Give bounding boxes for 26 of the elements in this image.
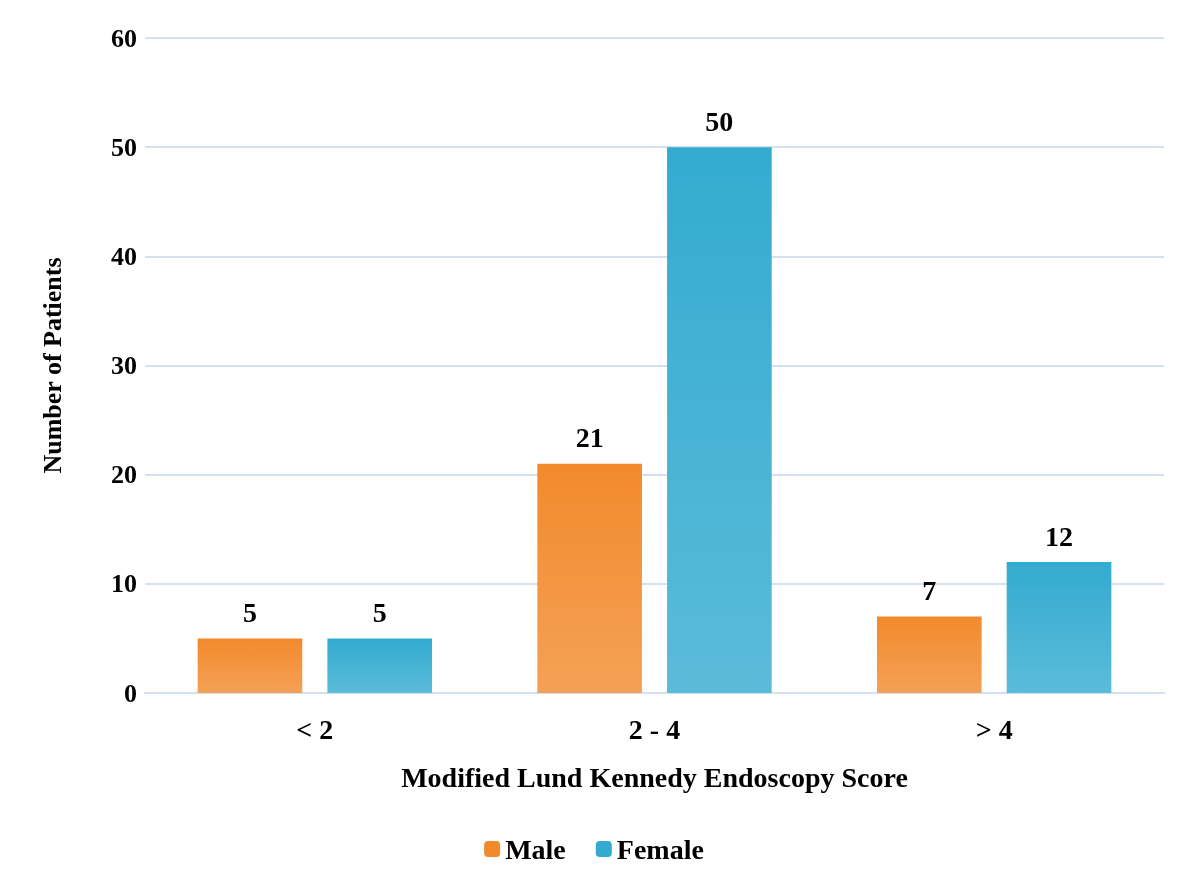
y-tick-label: 10 [111,569,137,599]
bar [537,463,642,693]
bar [1006,562,1112,693]
y-axis-title: Number of Patients [37,257,67,474]
legend-label: Female [616,833,704,865]
y-tick-label: 0 [124,678,137,708]
bar [876,616,982,693]
y-tick-label: 40 [111,241,137,271]
bar [327,638,433,693]
x-tick-label: 2 - 4 [628,713,681,745]
y-tick-label: 50 [111,132,137,162]
data-label: 5 [372,596,387,628]
y-tick-label: 60 [111,23,137,53]
data-label: 12 [1045,520,1074,552]
data-label: 7 [922,575,937,607]
x-tick-label: > 4 [975,713,1013,745]
y-tick-label: 30 [111,351,137,380]
bar [197,638,303,693]
bar [667,147,772,693]
x-tick-label: < 2 [296,713,334,745]
legend-label: Male [505,833,566,865]
data-label: 5 [242,596,257,628]
data-label: 21 [575,422,604,454]
data-label: 50 [705,105,734,137]
x-axis-title: Modified Lund Kennedy Endoscopy Score [401,761,908,793]
y-tick-label: 20 [111,460,137,490]
